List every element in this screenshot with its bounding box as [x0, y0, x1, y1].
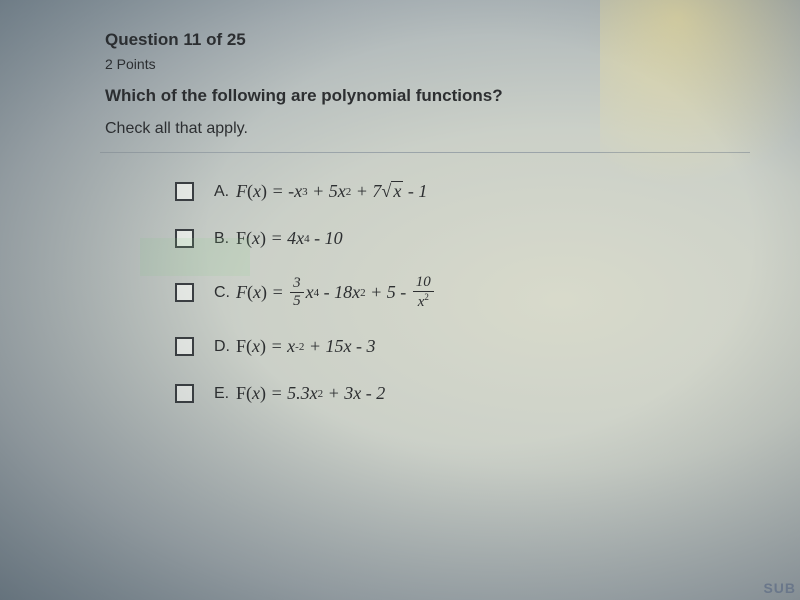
option-letter: D. — [214, 338, 236, 356]
option-letter: C. — [214, 284, 236, 302]
checkbox-b[interactable] — [175, 229, 194, 248]
option-a-formula: F(x) = -x3 + 5x2 + 7√x - 1 — [236, 181, 427, 202]
question-number: Question 11 of 25 — [105, 30, 800, 50]
points-label: 2 Points — [105, 56, 800, 72]
option-b-formula: F(x) = 4x4 - 10 — [236, 228, 343, 249]
divider — [100, 152, 750, 153]
option-e[interactable]: E. F(x) = 5.3x2 + 3x - 2 — [175, 383, 800, 404]
option-b[interactable]: B. F(x) = 4x4 - 10 — [175, 228, 800, 249]
option-d[interactable]: D. F(x) = x-2 + 15x - 3 — [175, 336, 800, 357]
checkbox-e[interactable] — [175, 384, 194, 403]
checkbox-c[interactable] — [175, 283, 194, 302]
instruction: Check all that apply. — [105, 120, 800, 138]
options-list: A. F(x) = -x3 + 5x2 + 7√x - 1 B. F(x) = … — [105, 181, 800, 404]
option-e-formula: F(x) = 5.3x2 + 3x - 2 — [236, 383, 385, 404]
checkbox-a[interactable] — [175, 182, 194, 201]
submit-corner: SUB — [763, 580, 796, 596]
option-c-formula: F(x) = 35x4 - 18x2 + 5 - 10x2 — [236, 275, 436, 310]
option-letter: A. — [214, 183, 236, 201]
option-d-formula: F(x) = x-2 + 15x - 3 — [236, 336, 375, 357]
option-a[interactable]: A. F(x) = -x3 + 5x2 + 7√x - 1 — [175, 181, 800, 202]
option-letter: E. — [214, 385, 236, 403]
option-letter: B. — [214, 230, 236, 248]
option-c[interactable]: C. F(x) = 35x4 - 18x2 + 5 - 10x2 — [175, 275, 800, 310]
question-prompt: Which of the following are polynomial fu… — [105, 86, 800, 106]
checkbox-d[interactable] — [175, 337, 194, 356]
